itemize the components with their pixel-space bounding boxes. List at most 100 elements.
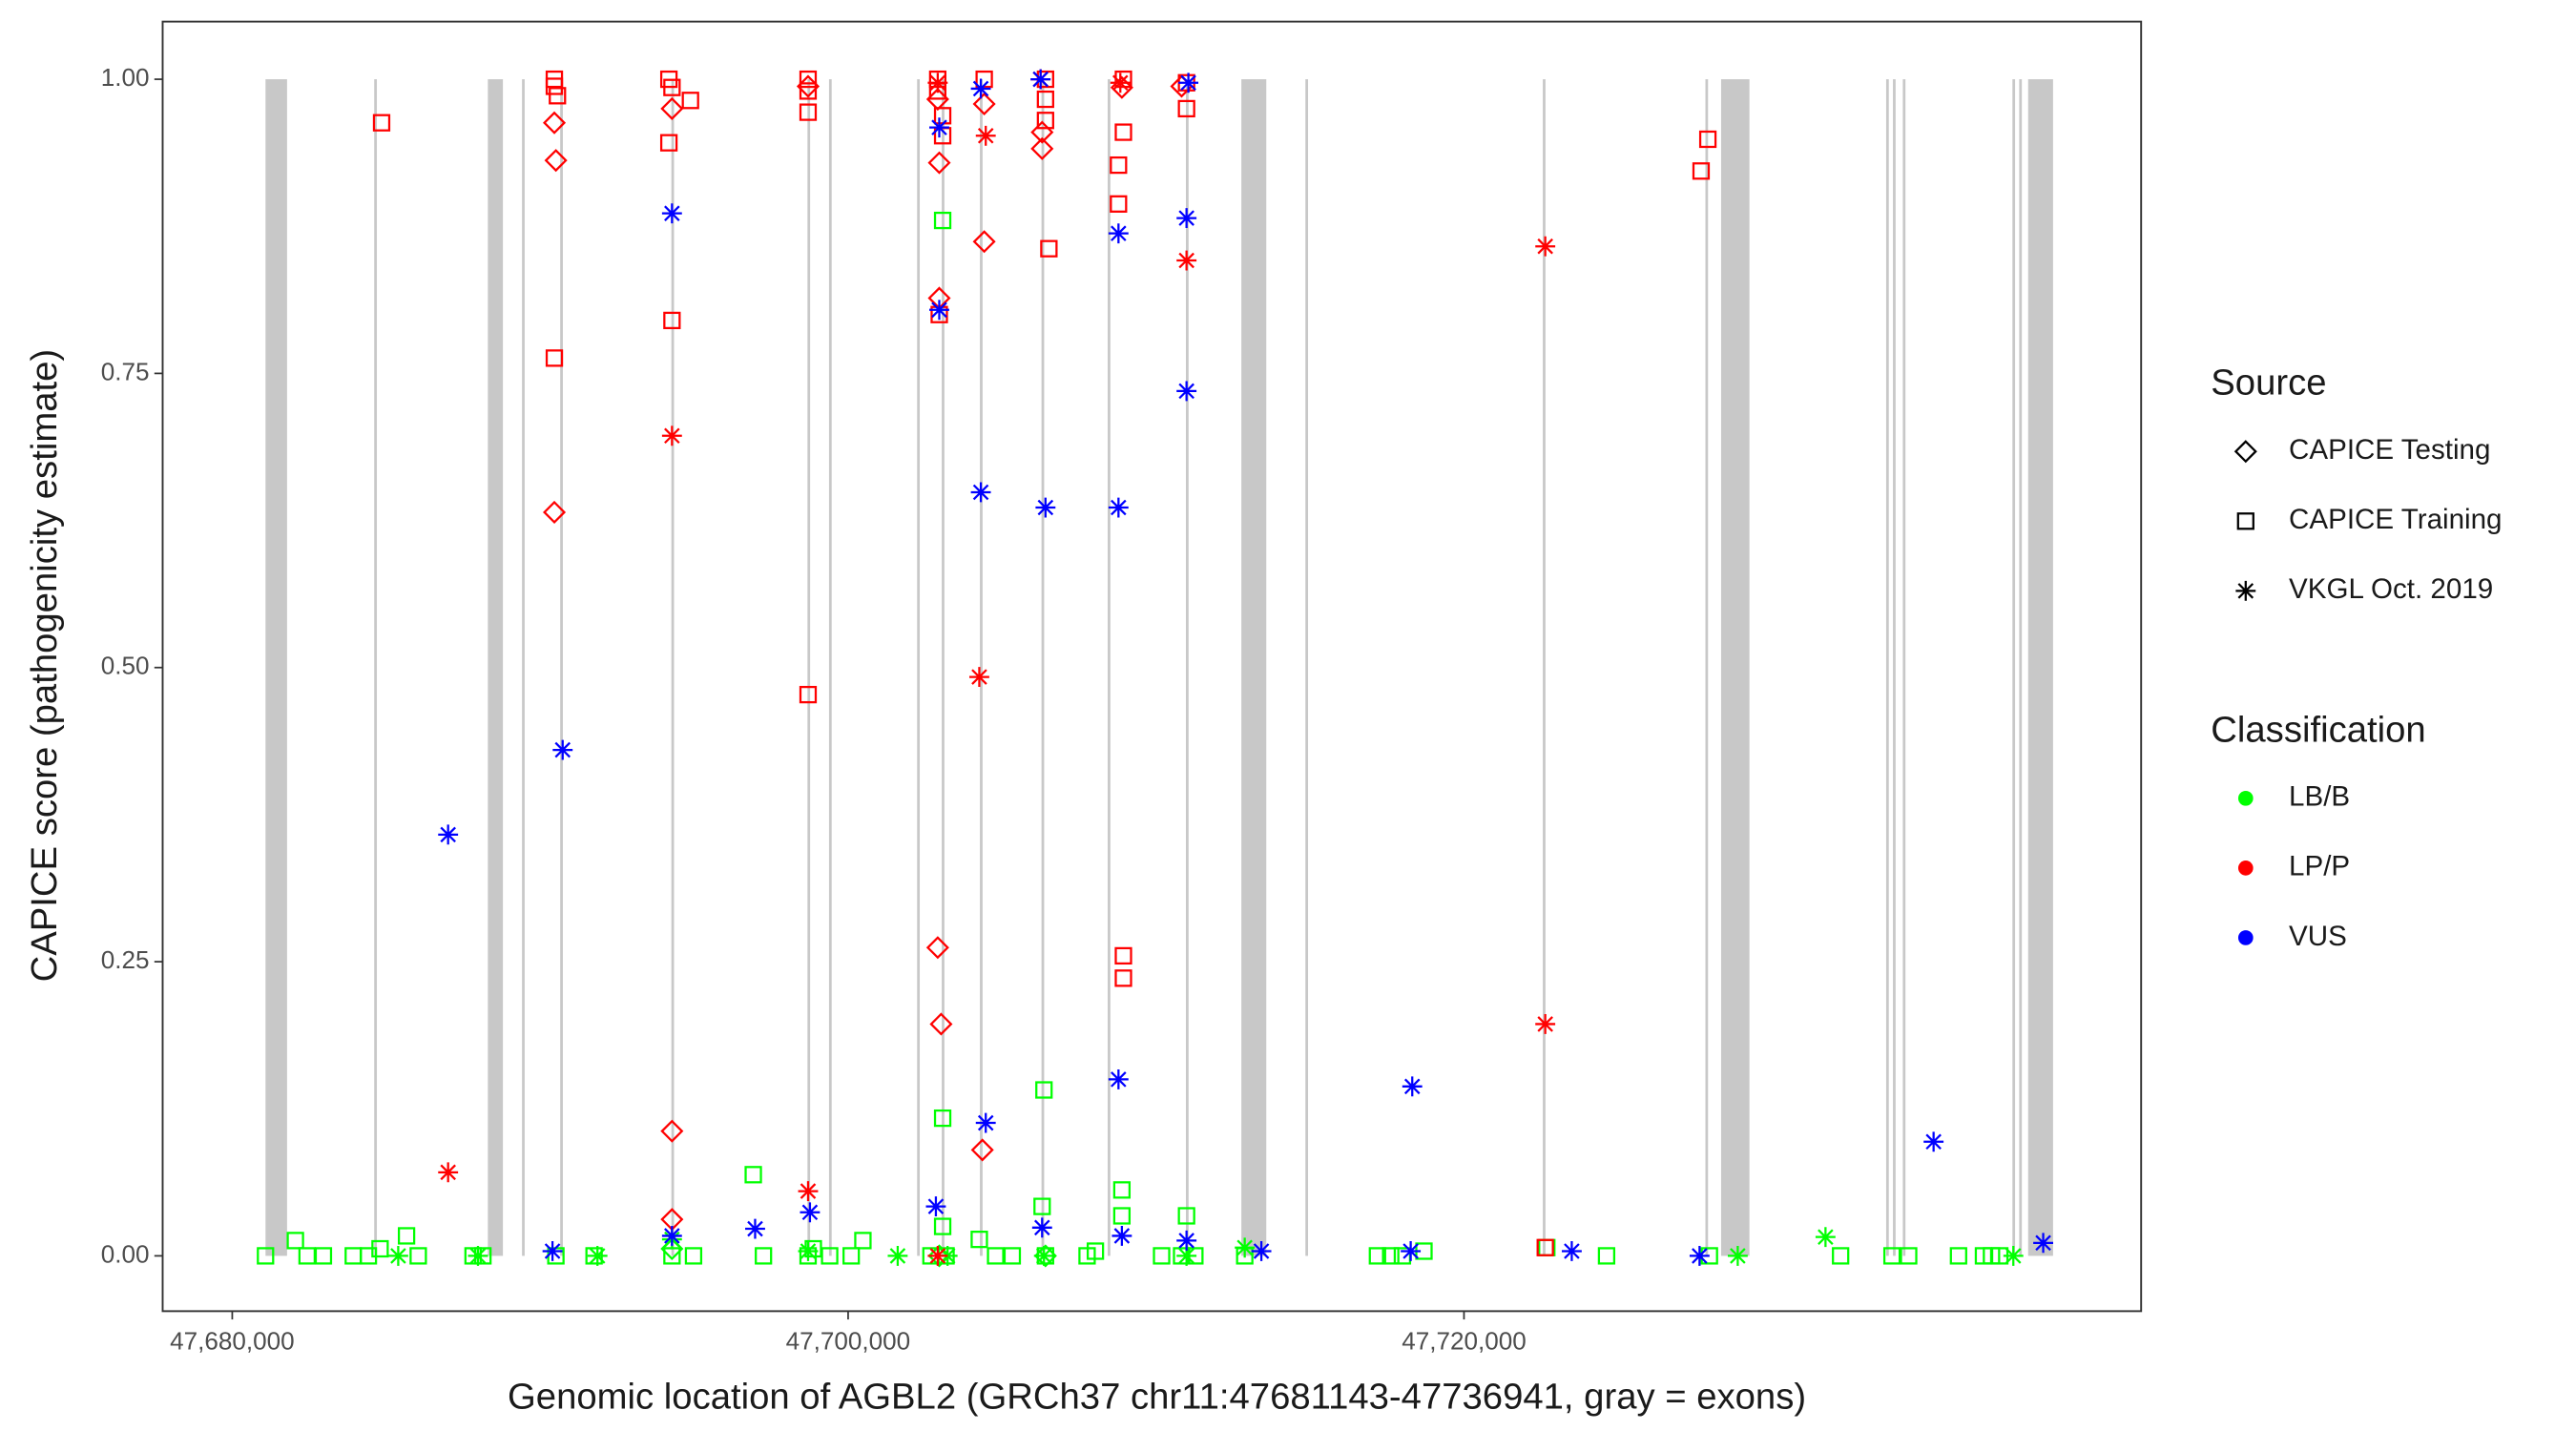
data-point xyxy=(684,1247,703,1265)
data-point xyxy=(1003,1247,1022,1265)
data-point xyxy=(987,1247,1005,1265)
data-point xyxy=(927,151,951,175)
data-point xyxy=(798,1181,819,1202)
data-point xyxy=(1815,1227,1836,1248)
exon-band xyxy=(488,79,504,1256)
data-point xyxy=(972,230,996,254)
legend-label: CAPICE Training xyxy=(2289,504,2502,535)
data-point xyxy=(821,1247,839,1265)
data-point xyxy=(1235,1237,1256,1258)
data-point xyxy=(660,96,684,120)
data-point xyxy=(542,1241,563,1261)
legend-symbol xyxy=(2235,580,2256,601)
data-point xyxy=(975,1112,996,1133)
data-point xyxy=(1900,1247,1918,1265)
data-point xyxy=(1251,1241,1272,1261)
data-point xyxy=(1108,223,1129,244)
data-point xyxy=(467,1245,488,1266)
data-point xyxy=(387,1245,408,1266)
data-point xyxy=(842,1247,861,1265)
data-point xyxy=(1176,381,1197,402)
data-point xyxy=(1832,1247,1850,1265)
data-point xyxy=(745,1218,765,1239)
exon-band xyxy=(671,79,675,1256)
y-tick-label: 0.50 xyxy=(101,652,150,680)
legend-symbol xyxy=(2233,440,2257,464)
legend-symbol xyxy=(2236,512,2254,530)
data-point xyxy=(681,92,699,110)
data-point xyxy=(972,92,996,116)
data-point xyxy=(661,203,682,224)
exon-band xyxy=(807,79,811,1256)
data-point xyxy=(544,149,568,173)
data-point xyxy=(1036,90,1054,109)
y-axis-title: CAPICE score (pathogenicity estimate) xyxy=(24,349,65,983)
data-point xyxy=(286,1232,304,1250)
data-point xyxy=(545,349,564,367)
data-point xyxy=(975,70,993,89)
data-point xyxy=(929,1012,953,1036)
y-tick-label: 0.75 xyxy=(101,357,150,385)
data-point xyxy=(1535,236,1556,257)
data-point xyxy=(1110,73,1131,93)
data-point xyxy=(1698,130,1717,149)
data-point xyxy=(887,1245,908,1266)
data-point xyxy=(663,78,681,96)
data-point xyxy=(1110,195,1128,213)
data-point xyxy=(1692,162,1711,180)
data-point xyxy=(397,1227,416,1245)
data-point xyxy=(552,739,573,760)
data-point xyxy=(1401,1241,1422,1261)
exon-band xyxy=(560,79,563,1256)
data-point xyxy=(927,73,948,93)
data-point xyxy=(799,685,818,704)
legend-label: LP/P xyxy=(2289,851,2350,882)
data-point xyxy=(798,1241,819,1261)
data-point xyxy=(1112,1207,1132,1225)
data-point xyxy=(1535,1014,1556,1034)
data-point xyxy=(314,1247,333,1265)
data-point xyxy=(660,1119,684,1143)
data-point xyxy=(1177,99,1195,118)
data-point xyxy=(1114,123,1132,141)
legend-title: Classification xyxy=(2211,709,2425,750)
exon-band xyxy=(374,79,378,1256)
exon-band xyxy=(1902,79,1906,1256)
data-point xyxy=(1035,1081,1053,1099)
legend-symbol xyxy=(2237,790,2254,806)
data-point xyxy=(1033,1197,1051,1215)
data-point xyxy=(1111,1226,1132,1246)
data-point xyxy=(2033,1233,2053,1254)
data-point xyxy=(927,1245,948,1266)
exon-band xyxy=(1241,79,1267,1256)
x-tick-label: 47,700,000 xyxy=(786,1326,911,1355)
exon-band xyxy=(1041,79,1045,1256)
data-point xyxy=(1536,1238,1554,1256)
data-point xyxy=(1030,120,1054,144)
data-point xyxy=(929,300,949,321)
data-point xyxy=(744,1166,762,1184)
exon-band xyxy=(980,79,983,1256)
data-point xyxy=(1086,1242,1105,1260)
legend-label: LB/B xyxy=(2289,781,2350,813)
data-point xyxy=(1176,1245,1197,1266)
y-tick-label: 0.25 xyxy=(101,945,150,974)
data-point xyxy=(1030,69,1051,90)
exon-band xyxy=(828,79,832,1256)
exon-band xyxy=(1705,79,1709,1256)
data-point xyxy=(970,482,991,503)
exon-band xyxy=(917,79,921,1256)
data-point xyxy=(1114,969,1132,987)
data-point xyxy=(1177,1207,1195,1225)
exon-band xyxy=(1720,79,1750,1256)
data-point xyxy=(799,103,818,121)
data-point xyxy=(925,1196,946,1217)
data-point xyxy=(1176,208,1197,229)
legend-title: Source xyxy=(2211,363,2326,404)
data-point xyxy=(409,1247,427,1265)
data-point xyxy=(933,1109,952,1128)
data-point xyxy=(796,74,821,98)
data-point xyxy=(1381,1247,1400,1265)
data-point xyxy=(970,1138,994,1162)
